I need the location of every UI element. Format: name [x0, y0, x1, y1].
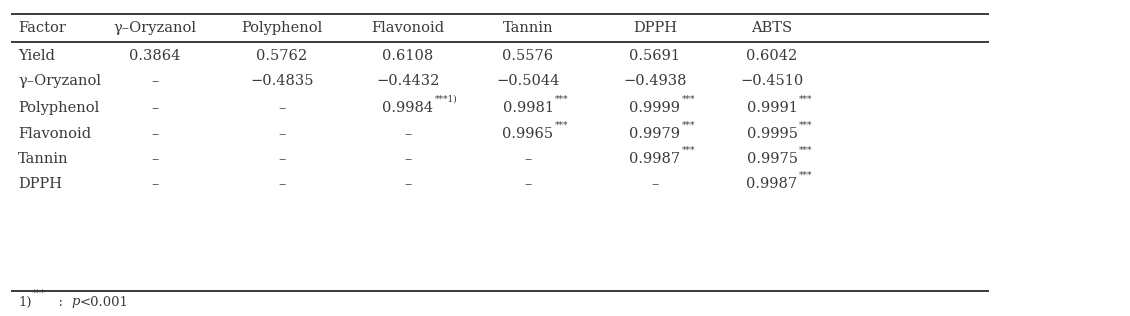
Text: ABTS: ABTS [751, 21, 792, 35]
Text: ***: *** [681, 95, 695, 104]
Text: ***: *** [799, 95, 812, 104]
Text: 0.9987: 0.9987 [747, 177, 798, 191]
Text: Tannin: Tannin [18, 152, 69, 166]
Text: 0.9999: 0.9999 [629, 101, 680, 115]
Text: 0.9984: 0.9984 [382, 101, 434, 115]
Text: –: – [405, 177, 411, 191]
Text: −0.4432: −0.4432 [376, 74, 440, 88]
Text: –: – [278, 101, 286, 115]
Text: Polyphenol: Polyphenol [18, 101, 99, 115]
Text: 0.6108: 0.6108 [382, 49, 434, 63]
Text: Tannin: Tannin [503, 21, 554, 35]
Text: ***: *** [799, 146, 812, 155]
Text: –: – [405, 127, 411, 141]
Text: –: – [651, 177, 659, 191]
Text: Yield: Yield [18, 49, 55, 63]
Text: ***: *** [799, 121, 812, 130]
Text: DPPH: DPPH [18, 177, 62, 191]
Text: 0.9975: 0.9975 [747, 152, 798, 166]
Text: γ–Oryzanol: γ–Oryzanol [18, 74, 101, 88]
Text: 0.5691: 0.5691 [629, 49, 680, 63]
Text: −0.4835: −0.4835 [250, 74, 314, 88]
Text: 0.5762: 0.5762 [257, 49, 307, 63]
Text: 0.9965: 0.9965 [503, 127, 554, 141]
Text: <0.001: <0.001 [80, 295, 129, 308]
Text: –: – [278, 152, 286, 166]
Text: 0.9987: 0.9987 [629, 152, 680, 166]
Text: ***: *** [555, 95, 568, 104]
Text: −0.5044: −0.5044 [496, 74, 559, 88]
Text: 1): 1) [18, 295, 32, 308]
Text: –: – [151, 74, 158, 88]
Text: −0.4510: −0.4510 [740, 74, 803, 88]
Text: ***: *** [681, 146, 695, 155]
Text: 0.5576: 0.5576 [503, 49, 554, 63]
Text: 0.9981: 0.9981 [503, 101, 554, 115]
Text: 0.9995: 0.9995 [747, 127, 798, 141]
Text: –: – [278, 177, 286, 191]
Text: :: : [50, 295, 71, 308]
Text: Flavonoid: Flavonoid [372, 21, 444, 35]
Text: –: – [151, 177, 158, 191]
Text: –: – [278, 127, 286, 141]
Text: p: p [71, 295, 80, 308]
Text: ***: *** [681, 121, 695, 130]
Text: Polyphenol: Polyphenol [242, 21, 323, 35]
Text: Flavonoid: Flavonoid [18, 127, 92, 141]
Text: –: – [524, 152, 532, 166]
Text: 0.6042: 0.6042 [747, 49, 798, 63]
Text: −0.4938: −0.4938 [624, 74, 687, 88]
Text: 0.9991: 0.9991 [747, 101, 798, 115]
Text: DPPH: DPPH [633, 21, 677, 35]
Text: –: – [151, 127, 158, 141]
Text: –: – [524, 177, 532, 191]
Text: ***: *** [555, 121, 568, 130]
Text: –: – [151, 152, 158, 166]
Text: –: – [405, 152, 411, 166]
Text: γ–Oryzanol: γ–Oryzanol [113, 21, 197, 35]
Text: 0.3864: 0.3864 [129, 49, 181, 63]
Text: ***: *** [32, 289, 45, 297]
Text: Factor: Factor [18, 21, 66, 35]
Text: 0.9979: 0.9979 [629, 127, 680, 141]
Text: –: – [151, 101, 158, 115]
Text: ***: *** [799, 171, 812, 180]
Text: ***1): ***1) [435, 95, 458, 104]
